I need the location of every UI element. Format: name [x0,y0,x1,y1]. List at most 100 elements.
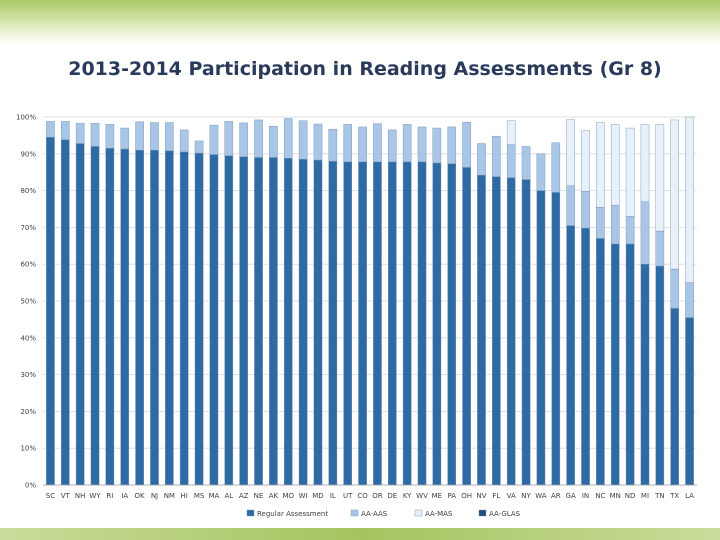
x-tick-label: TN [654,492,665,500]
bar-segment [610,124,620,206]
legend-swatch [478,509,487,517]
x-tick-label: NJ [151,492,158,500]
x-tick-label: MA [209,492,220,500]
y-axis: 0% 10% 20% 30% 40% 50% 60% 70% 80% 90% 100% [16,114,36,490]
x-tick-label: KY [403,492,412,500]
bar-segment [298,159,308,486]
bar-segment [105,148,115,486]
bar-segment [150,149,159,486]
bar-segment [655,124,665,232]
x-tick-label: ME [432,492,442,500]
bar-segment [610,243,620,486]
bar-segment [75,123,85,144]
x-tick-label: SC [46,492,55,500]
bar-segment [625,243,635,486]
x-tick-label: PA [447,492,456,500]
x-tick-label: MN [610,492,621,500]
x-tick-label: TX [669,492,679,500]
bar-segment [506,144,516,178]
bar-segment [670,119,679,270]
bar-segment [358,161,367,486]
x-tick-label: IN [582,492,589,500]
x-tick-label: WY [89,492,101,500]
bar-segment [165,122,174,152]
x-tick-label: AZ [239,492,249,500]
bar-segment [224,121,234,156]
bar-segment [477,143,486,176]
x-tick-label: MD [312,492,323,500]
bar-segment [209,154,219,486]
bar-segment [75,143,85,486]
x-tick-label: NY [521,492,531,500]
x-tick-label: AK [269,492,279,500]
x-tick-label: HI [181,492,188,500]
bar-segment [46,121,55,138]
x-tick-label: WA [535,492,547,500]
x-tick-label: AR [551,492,561,500]
bar-segment [239,122,248,157]
bar-segment [506,177,516,486]
bar-segment [373,161,382,486]
bar-segment [358,126,367,163]
y-tick-label: 80% [20,187,36,195]
x-tick-label: NH [75,492,86,500]
x-tick-label: OK [135,492,146,500]
x-tick-label: MI [641,492,649,500]
bar-segment [179,129,189,153]
bar-segment [655,230,665,267]
x-tick-label: LA [685,492,694,500]
bar-segment [373,123,382,163]
bar-segment [551,142,561,193]
x-tick-label: CO [357,492,368,500]
bar-segment [254,157,263,486]
x-tick-label: IA [121,492,128,500]
bar-segment [417,126,427,163]
bar-segment [521,146,531,180]
bar-segment [521,179,531,486]
y-tick-label: 20% [20,408,36,416]
x-tick-label: GA [566,492,576,500]
bar-segment [551,192,561,486]
bar-segment [581,130,590,192]
bar-segment [120,148,130,486]
bar-segment [254,119,263,158]
bar-segment [596,122,605,208]
bar-segment [566,185,575,226]
legend-label: AA-GLAS [489,510,521,518]
bar-segment [462,167,471,486]
bar-segment [402,124,412,163]
legend-swatch [350,509,359,517]
x-tick-label: VA [507,492,516,500]
bar-segment [194,140,204,154]
bar-segment [685,116,694,283]
bar-segment [536,153,546,191]
y-tick-label: 10% [20,445,36,453]
y-tick-label: 30% [20,371,36,379]
bar-segment [283,158,293,486]
footer-band [0,528,720,540]
y-tick-label: 0% [25,482,36,490]
legend-swatch [246,509,255,517]
bar-segment [61,139,70,486]
x-axis: SC VT NH WY RI IA OK NJ NM HI MS MA AL AZ NE AK MO WI MD IL… [43,484,697,500]
bar-segment [462,121,471,168]
bar-segment [640,264,650,486]
bar-segment [179,151,189,486]
bar-segment [566,119,575,187]
bar-segment [447,126,457,164]
bar-segment [90,146,100,486]
bar-segment [625,127,635,217]
bar-segment [685,282,694,318]
bar-segment [269,125,278,158]
bar-segment [506,120,516,145]
bar-segment [120,127,130,150]
bar-segment [224,155,234,486]
bar-segment [640,124,650,202]
bar-segment [313,123,323,161]
bar-segment [402,161,412,486]
y-tick-label: 100% [16,114,36,122]
bar-segment [328,160,338,486]
bar-segment [477,174,486,486]
